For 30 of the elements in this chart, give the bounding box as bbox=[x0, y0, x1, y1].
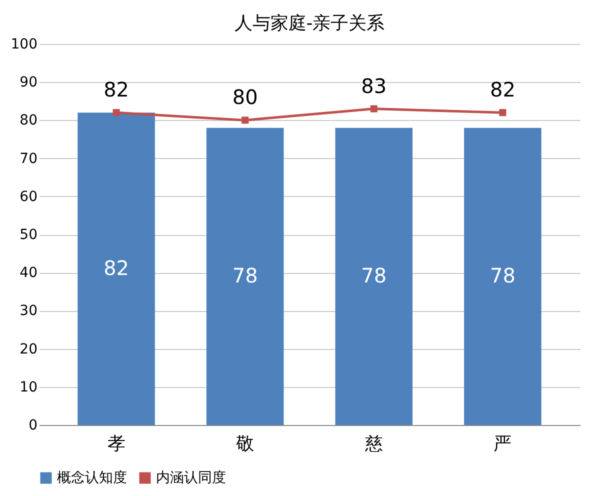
point bbox=[242, 116, 249, 124]
y-tick-label: 10 bbox=[20, 379, 38, 396]
x-tick-label: 敬 bbox=[236, 434, 254, 454]
data-label: 78 bbox=[361, 263, 387, 288]
y-tick-label: 70 bbox=[20, 150, 38, 167]
point bbox=[499, 109, 506, 116]
y-tick-label: 60 bbox=[20, 188, 38, 205]
y-tick-label: 50 bbox=[20, 227, 38, 243]
y-tick-label: 30 bbox=[20, 303, 38, 320]
point bbox=[370, 105, 378, 112]
data-label: 80 bbox=[232, 85, 258, 110]
data-label: 78 bbox=[490, 263, 516, 288]
x-tick-label: 严 bbox=[494, 434, 512, 454]
y-tick-label: 90 bbox=[20, 74, 38, 91]
legend-label: 内涵认同度 bbox=[156, 470, 226, 486]
legend-label: 概念认知度 bbox=[57, 470, 127, 486]
y-tick-label: 40 bbox=[20, 265, 38, 282]
y-tick-label: 80 bbox=[20, 112, 38, 129]
data-label: 83 bbox=[361, 74, 387, 98]
x-tick-label: 慈 bbox=[364, 434, 383, 454]
point bbox=[112, 109, 120, 116]
chart-title: 人与家庭-亲子关系 bbox=[234, 13, 385, 34]
data-label: 82 bbox=[104, 78, 130, 102]
data-label: 82 bbox=[104, 256, 130, 280]
data-label: 82 bbox=[490, 78, 516, 102]
y-tick-label: 0 bbox=[28, 418, 38, 434]
y-tick-label: 100 bbox=[10, 36, 38, 52]
y-tick-label: 20 bbox=[20, 341, 38, 358]
x-tick-label: 孝 bbox=[107, 434, 126, 454]
data-label: 78 bbox=[232, 263, 258, 288]
